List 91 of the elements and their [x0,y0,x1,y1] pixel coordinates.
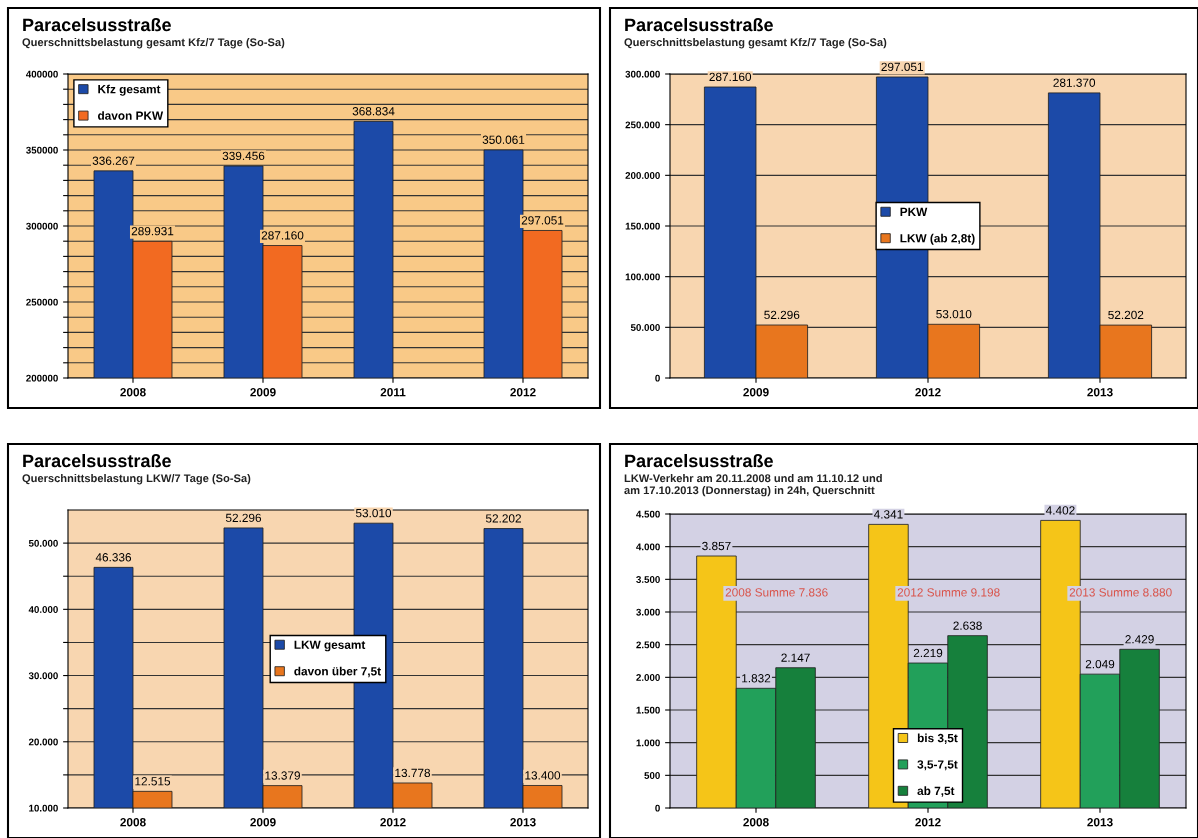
data-label: 336.267 [92,156,135,165]
data-label: 12.515 [135,777,171,786]
legend-label: davon PKW [98,111,164,120]
y-tick-label: 350000 [26,146,58,154]
legend-label: LKW gesamt [294,640,366,652]
y-tick-label: 1.000 [636,739,660,747]
chart-subtitle: Querschnittsbelastung gesamt Kfz/7 Tage (So-Sa) [624,38,887,49]
x-tick-label: 2009 [250,388,276,397]
y-tick-label: 1.500 [636,706,660,714]
legend-label: LKW (ab 2,8t) [900,233,975,245]
y-tick-label: 40.000 [28,606,58,613]
y-tick-label: 0 [655,374,660,382]
x-tick-label: 2008 [120,818,146,827]
y-tick-label: 10.000 [29,804,58,812]
data-label: 2.219 [913,648,943,658]
y-tick-label: 200.000 [625,172,660,179]
data-label: 4.402 [1045,506,1075,515]
data-label: 368.834 [352,107,395,116]
data-label: 3.857 [702,541,731,551]
x-tick-label: 2012 [915,818,941,827]
data-label: 2.049 [1085,659,1115,669]
y-tick-label: 0 [655,804,660,812]
chart-title: Paracelsusstraße [625,454,773,468]
data-label: 281.370 [1053,78,1096,87]
y-tick-label: 400000 [25,70,58,78]
chart-subtitle: LKW-Verkehr am 20.11.2008 und am 11.10.12 und am 17.10.2013 (Donnerstag) in 24h, Querschnitt [624,474,882,497]
chart-title: Paracelsusstraße [625,18,773,32]
data-label: 53.010 [936,309,972,319]
chart-title: Paracelsusstraße [23,18,171,32]
chart-subtitle: Querschnittsbelastung gesamt Kfz/7 Tage (So-Sa) [22,38,285,49]
data-label: 4.341 [873,510,903,519]
y-tick-label: 200000 [26,374,58,382]
y-tick-label: 3.000 [636,608,660,616]
data-label: 287.160 [709,72,752,82]
x-tick-label: 2013 [1087,388,1113,397]
x-tick-label: 2009 [743,388,769,397]
legend-label: Kfz gesamt [98,84,161,96]
data-label: 52.296 [225,513,262,522]
annotation: 2008 Summe 7.836 [725,588,828,597]
y-tick-label: 150.000 [625,222,660,230]
y-tick-label: 30.000 [28,672,58,680]
x-tick-label: 2012 [915,388,941,397]
legend-label: 3,5-7,5t [917,760,958,771]
x-tick-label: 2012 [380,818,406,827]
legend-label: ab 7,5t [917,786,955,797]
legend-label: bis 3,5t [917,733,958,744]
legend-label: davon über 7,5t [294,666,381,678]
data-label: 339.456 [222,151,265,161]
data-label: 2.638 [953,621,982,630]
data-label: 52.202 [485,514,521,523]
data-label: 1.832 [742,674,771,683]
y-tick-label: 4.500 [636,510,660,518]
annotation: 2012 Summe 9.198 [897,588,1000,597]
x-tick-label: 2008 [743,818,769,827]
x-tick-label: 2011 [380,388,406,397]
data-label: 297.051 [881,62,923,72]
data-label: 52.296 [764,310,800,320]
data-label: 289.931 [131,226,174,236]
annotation: 2013 Summe 8.880 [1069,588,1172,597]
data-label: 53.010 [355,508,392,518]
x-tick-label: 2013 [1087,818,1113,827]
y-tick-label: 100.000 [625,273,660,281]
x-tick-label: 2009 [250,818,276,827]
y-tick-label: 2.500 [636,641,660,649]
data-label: 287.160 [261,231,304,240]
y-tick-label: 4.000 [636,543,660,551]
y-tick-label: 2.000 [636,674,660,681]
data-label: 350.061 [482,135,525,144]
y-tick-label: 50.000 [630,324,660,331]
data-label: 297.051 [521,216,564,225]
chart-subtitle: Querschnittsbelastung LKW/7 Tage (So-Sa) [22,474,251,485]
y-tick-label: 500 [644,772,660,779]
y-tick-label: 20.000 [28,738,58,746]
data-label: 46.336 [95,553,132,562]
data-label: 52.202 [1108,310,1144,320]
y-tick-label: 300.000 [625,70,660,78]
y-tick-label: 250.000 [625,121,660,129]
data-label: 2.429 [1125,635,1154,644]
data-label: 13.778 [395,768,431,778]
y-tick-label: 3.500 [636,576,660,583]
x-tick-label: 2008 [120,388,146,397]
x-tick-label: 2012 [510,388,536,397]
legend-label: PKW [900,207,928,216]
chart-title: Paracelsusstraße [23,454,171,468]
data-label: 13.379 [265,771,300,780]
data-label: 2.147 [781,653,810,662]
data-label: 13.400 [525,771,561,780]
y-tick-label: 50.000 [28,539,58,547]
y-tick-label: 300000 [26,222,58,230]
y-tick-label: 250000 [26,298,58,306]
x-tick-label: 2013 [510,818,536,827]
